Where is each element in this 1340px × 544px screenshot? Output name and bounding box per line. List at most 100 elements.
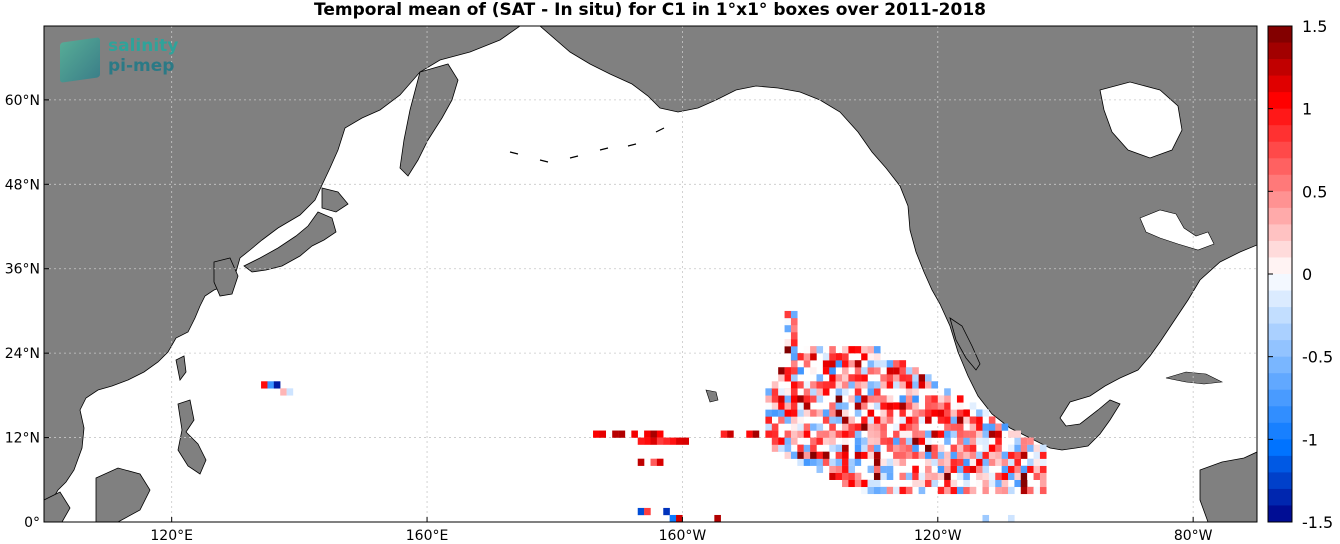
- sss-cell: [899, 416, 907, 424]
- sss-cell: [937, 444, 945, 452]
- sss-cell: [899, 451, 907, 459]
- sss-cell: [816, 430, 824, 438]
- sss-cell: [944, 402, 951, 410]
- sss-cell: [931, 381, 938, 389]
- sss-cell: [925, 402, 932, 410]
- sss-cell: [988, 444, 996, 452]
- colorbar-step: [1268, 108, 1292, 126]
- sss-cell: [1027, 458, 1034, 466]
- sss-cell: [784, 367, 792, 375]
- sss-cell: [842, 430, 849, 438]
- sss-cell: [912, 444, 919, 452]
- sss-cell: [950, 423, 958, 431]
- sss-cell: [803, 346, 811, 354]
- sss-cell: [937, 402, 945, 410]
- sss-cell: [848, 360, 855, 368]
- colorbar-step: [1268, 323, 1292, 341]
- sss-cell: [1001, 451, 1009, 459]
- sss-cell: [893, 374, 900, 382]
- sss-cell: [803, 451, 811, 459]
- sss-cell: [873, 479, 881, 488]
- sss-cell: [797, 458, 804, 466]
- sss-cell: [912, 409, 919, 417]
- sss-cell: [956, 451, 964, 459]
- sss-cell: [937, 458, 945, 466]
- land-asia: [44, 26, 521, 509]
- colorbar-tick-label: -1.5: [1302, 513, 1333, 532]
- sss-cell: [925, 444, 932, 452]
- sss-cell: [931, 402, 938, 410]
- sss-cell: [880, 360, 887, 368]
- sss-cell: [822, 367, 830, 375]
- sss-cell: [778, 444, 785, 452]
- latitude-ticks: 60°N 48°N 36°N 24°N 12°N 0°: [5, 93, 49, 531]
- sss-cell: [905, 444, 913, 452]
- sss-cell: [1001, 465, 1009, 473]
- sss-cell: [797, 395, 804, 403]
- sss-cell: [829, 472, 836, 480]
- sss-cell: [950, 451, 958, 459]
- sss-cell: [912, 479, 919, 488]
- sss-cell: [790, 325, 798, 333]
- sss-cell: [835, 360, 843, 368]
- sss-cell: [835, 388, 843, 396]
- sss-cell: [969, 416, 977, 424]
- sss-cell: [842, 451, 849, 459]
- sss-cell: [829, 402, 836, 410]
- sss-cell: [899, 423, 907, 431]
- sss-cell: [982, 437, 990, 445]
- sss-cell: [950, 444, 958, 452]
- sss-cell: [682, 437, 690, 445]
- sss-cell: [618, 430, 626, 438]
- sss-cell: [650, 458, 658, 466]
- sss-cell: [873, 353, 881, 361]
- sss-cell: [950, 409, 958, 417]
- sss-cell: [771, 395, 779, 403]
- sss-cell: [918, 381, 926, 389]
- sss-cell: [886, 367, 894, 375]
- sss-cell: [593, 430, 600, 438]
- lon-tick-label: 120°E: [150, 528, 193, 544]
- sss-cell: [925, 451, 932, 459]
- colorbar-step: [1268, 356, 1292, 374]
- sss-cell: [1008, 451, 1015, 459]
- sss-cell: [790, 317, 798, 326]
- sss-cell: [925, 458, 932, 466]
- sss-cell: [848, 423, 855, 431]
- sss-cell: [816, 395, 824, 403]
- sss-cell: [1001, 472, 1009, 480]
- lon-tick-label: 80°W: [1174, 528, 1213, 544]
- sss-cell: [861, 458, 868, 466]
- sss-cell: [752, 430, 760, 438]
- sss-cell: [1014, 479, 1021, 488]
- sss-cell: [976, 479, 983, 488]
- sss-cell: [873, 430, 881, 438]
- colorbar-tick-label: 0: [1302, 265, 1312, 284]
- sss-cell: [771, 381, 779, 389]
- sss-cell: [873, 486, 881, 495]
- sss-cell: [797, 444, 804, 452]
- sss-cell: [912, 395, 919, 403]
- sss-cell: [848, 346, 855, 354]
- sss-cell: [810, 381, 817, 389]
- sss-cell: [899, 458, 907, 466]
- colorbar-step: [1268, 290, 1292, 308]
- colorbar-step: [1268, 125, 1292, 143]
- sss-cell: [771, 423, 779, 431]
- sss-cell: [886, 437, 894, 445]
- sss-cell: [861, 437, 868, 445]
- sss-cell: [1014, 472, 1021, 480]
- colorbar-step: [1268, 42, 1292, 60]
- sss-cell: [842, 402, 849, 410]
- sss-cell: [873, 346, 881, 354]
- sss-cell: [969, 486, 977, 495]
- sss-cell: [848, 381, 855, 389]
- sss-cell: [1039, 458, 1047, 466]
- sss-cell: [835, 430, 843, 438]
- sss-cell: [982, 409, 990, 417]
- sss-cell: [822, 437, 830, 445]
- sss-cell: [918, 409, 926, 417]
- sss-cell: [931, 472, 938, 480]
- sss-cell: [842, 472, 849, 480]
- sss-cell: [644, 437, 651, 445]
